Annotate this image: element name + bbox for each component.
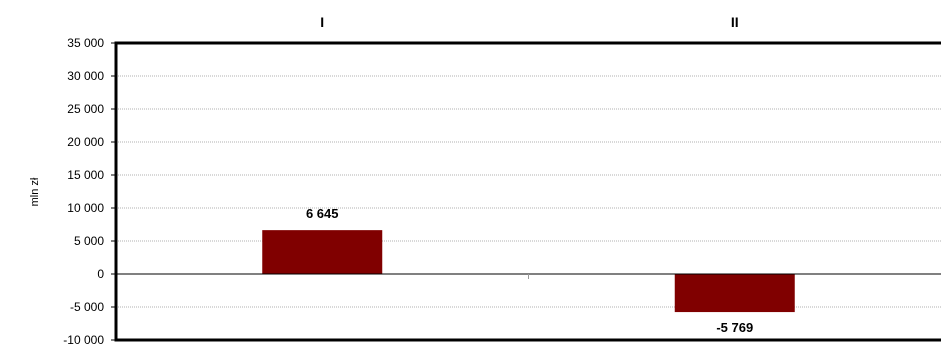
- data-label: 6 645: [306, 206, 339, 221]
- category-labels: I II: [320, 14, 738, 30]
- bar-II: [674, 274, 795, 313]
- data-labels: 6 645 -5 769: [306, 206, 753, 335]
- y-axis-title: mln zł: [29, 177, 41, 206]
- y-axis-ticks: 35 000 30 000 25 000 20 000 15 000 10 000 5 00…: [63, 36, 116, 347]
- y-tick-label: -5 000: [70, 300, 104, 314]
- gridlines: [116, 75, 941, 308]
- y-tick-label: 35 000: [67, 36, 104, 50]
- category-label: I: [320, 14, 324, 30]
- y-tick-label: 5 000: [74, 234, 104, 248]
- y-tick-label: 30 000: [67, 69, 104, 83]
- y-tick-label: 0: [97, 267, 104, 281]
- bars: [262, 230, 795, 313]
- y-tick-label: 15 000: [67, 168, 104, 182]
- y-tick-label: 25 000: [67, 102, 104, 116]
- zero-line: [116, 273, 941, 279]
- y-tick-label: -10 000: [63, 333, 104, 347]
- plot-frame: [114, 41, 941, 342]
- category-label: II: [731, 14, 739, 30]
- plot-border: [114, 41, 941, 342]
- y-tick-label: 10 000: [67, 201, 104, 215]
- data-label: -5 769: [716, 320, 753, 335]
- bar-I: [262, 230, 383, 274]
- y-tick-label: 20 000: [67, 135, 104, 149]
